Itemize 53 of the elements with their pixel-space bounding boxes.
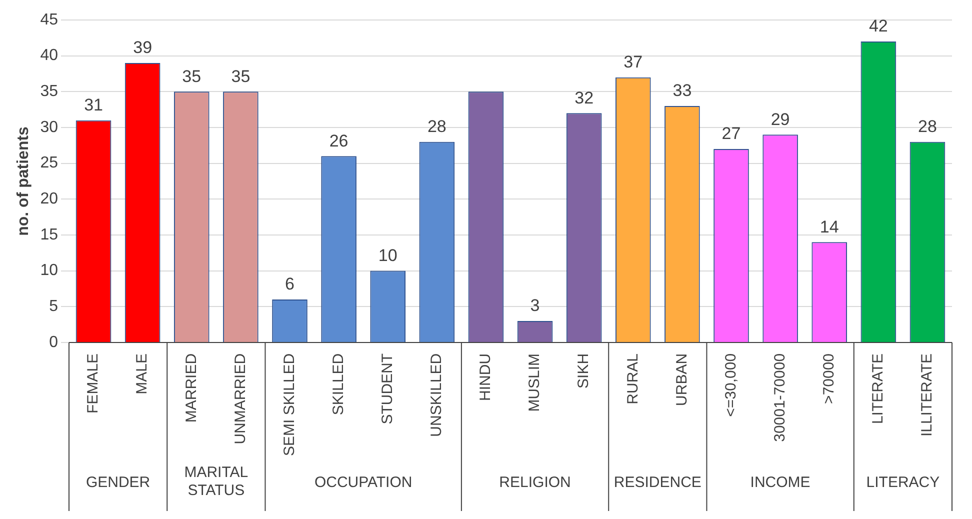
x-tick-label: MALE (134, 353, 151, 394)
data-label: 6 (285, 274, 294, 294)
text: OCCUPATION (314, 474, 412, 492)
data-label: 39 (133, 38, 152, 58)
data-label: 10 (378, 246, 398, 265)
x-tick-label: MARRIED (182, 353, 200, 423)
data-label: 29 (770, 110, 790, 129)
y-tick-label: 5 (49, 298, 58, 316)
data-label: 26 (329, 131, 348, 150)
x-tick-label: HINDU (477, 353, 494, 401)
y-tick-label: 25 (40, 154, 58, 172)
data-label: 27 (722, 124, 741, 144)
x-tick-label: URBAN (673, 353, 690, 406)
data-label: 37 (624, 52, 643, 72)
x-tick-label: 30001-70000 (771, 353, 788, 442)
y-axis-title: no. of patients (15, 126, 32, 236)
y-tick-label: 10 (40, 262, 58, 280)
data-label: 33 (672, 81, 692, 100)
y-tick-label: 35 (40, 83, 58, 100)
x-tick-label: ILLITERATE (918, 353, 936, 437)
data-label: 14 (820, 217, 839, 236)
x-tick-label: SIKH (575, 353, 592, 388)
x-tick-label: >70000 (820, 353, 838, 404)
data-label: 35 (182, 66, 202, 86)
text: RELIGION (499, 474, 571, 492)
y-tick-label: 40 (40, 47, 58, 64)
data-label: 28 (918, 117, 937, 136)
x-tick-label: STUDENT (379, 353, 396, 424)
text: LITERACY (866, 474, 940, 492)
text: RESIDENCE (614, 474, 702, 492)
data-label: 3 (530, 296, 540, 316)
x-tick-label: <=30,000 (722, 353, 740, 417)
y-tick-label: 45 (40, 11, 58, 28)
y-tick-label: 20 (40, 190, 58, 208)
x-tick-label: UNMARRIED (232, 353, 249, 444)
x-tick-label: SKILLED (330, 353, 347, 416)
data-label: 35 (231, 66, 250, 86)
x-tick-label: LITERATE (870, 353, 887, 424)
text: INCOME (750, 474, 810, 492)
x-tick-label: SEMI SKILLED (280, 353, 298, 456)
y-tick-label: 15 (40, 226, 58, 244)
text: GENDER (86, 474, 150, 492)
data-label: 32 (574, 88, 594, 108)
y-tick-label: 30 (40, 118, 58, 136)
x-tick-label: UNSKILLED (428, 353, 446, 437)
x-tick-label: MUSLIM (526, 353, 544, 412)
x-tick-label: RURAL (624, 353, 642, 404)
y-tick-label: 0 (49, 334, 58, 351)
x-tick-label: FEMALE (84, 353, 102, 414)
data-label: 31 (84, 96, 103, 115)
data-label: 42 (868, 16, 888, 36)
data-label: 28 (427, 117, 446, 136)
text: MARITAL STATUS (184, 464, 248, 500)
